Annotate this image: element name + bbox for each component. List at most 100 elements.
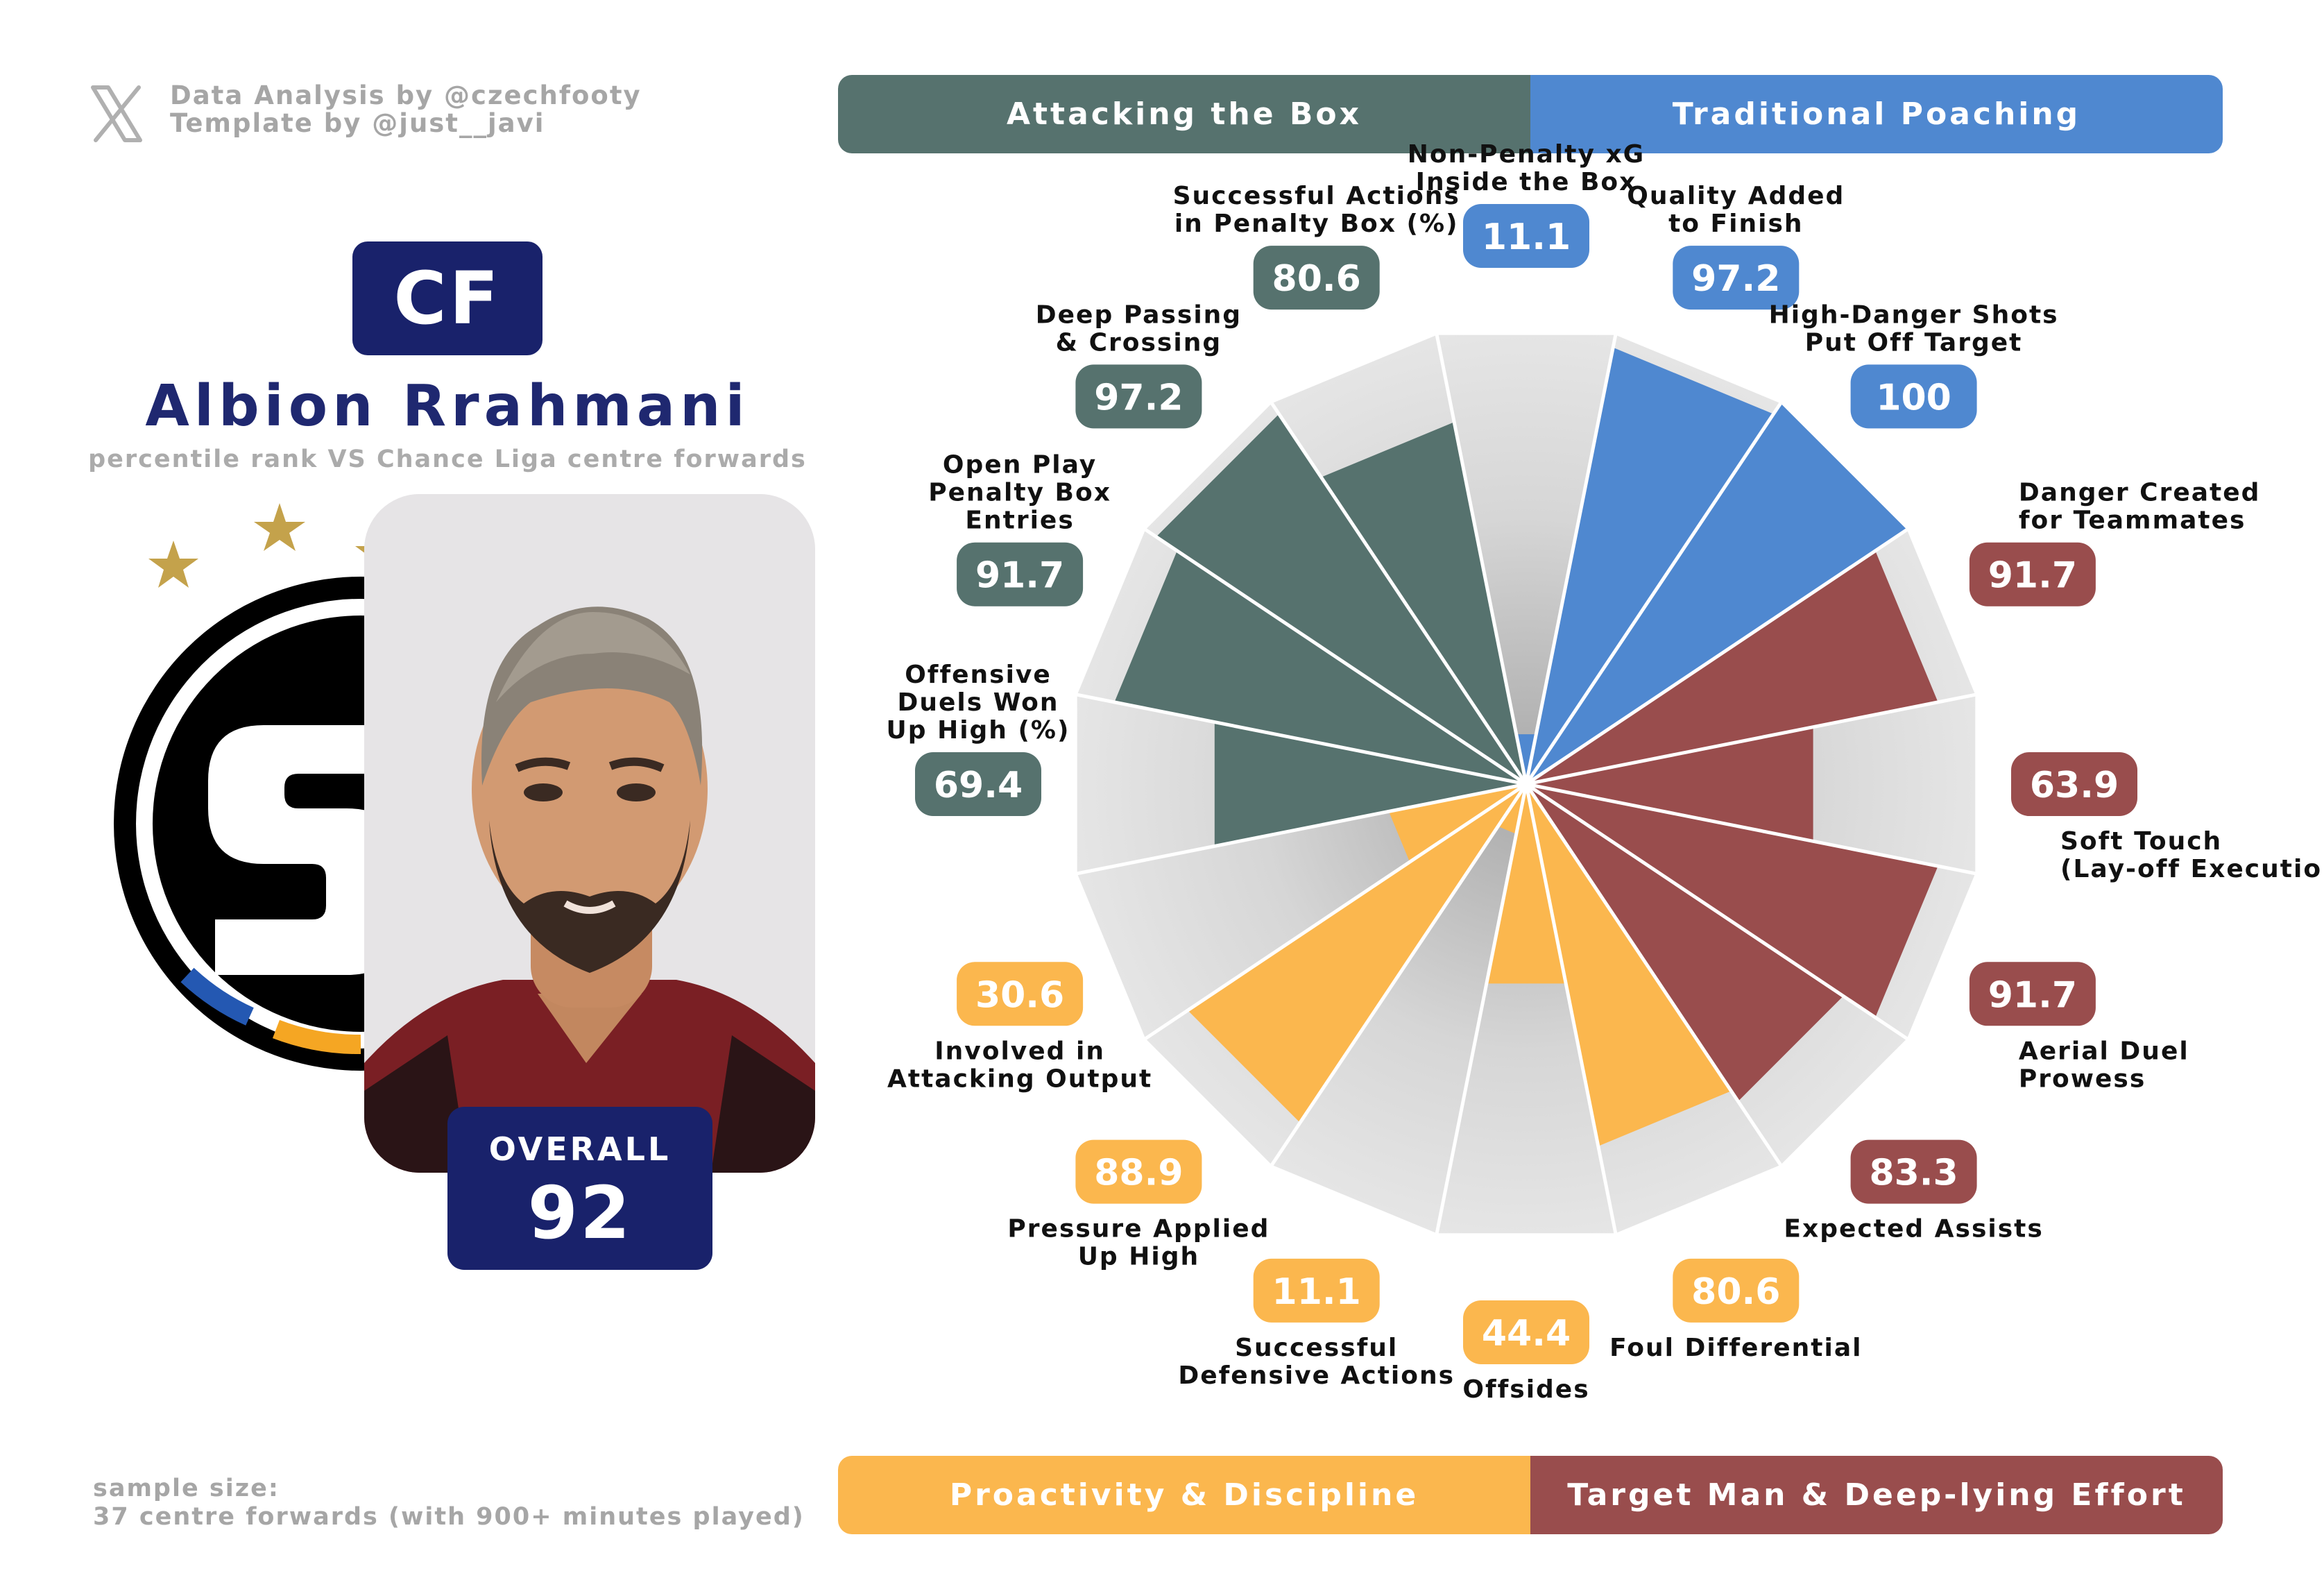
label-expected-assists: Expected Assists <box>1784 1215 2043 1243</box>
category-banner-target-man: Target Man & Deep-lying Effort <box>1530 1456 2223 1534</box>
overall-value: 92 <box>527 1171 633 1255</box>
metric-label-high-danger-shots-put-off-target: 100 High-Danger Shots Put Off Target <box>1769 300 2059 429</box>
metric-label-non-penalty-xg-inside-the-box: 11.1 Non-Penalty xG Inside the Box <box>1408 140 1645 268</box>
metric-label-involved-in-attacking-output: 30.6 Involved in Attacking Output <box>887 962 1152 1093</box>
metric-label-pressure-applied-up-high: 88.9 Pressure Applied Up High <box>1007 1139 1270 1271</box>
value-foul-differential: 80.6 <box>1691 1271 1780 1313</box>
label-high-danger-shots-put-off-target: High-Danger Shots Put Off Target <box>1769 300 2059 357</box>
overall-label: OVERALL <box>488 1130 672 1168</box>
metric-label-aerial-duel-prowess: 91.7 Aerial Duel Prowess <box>1969 962 2189 1093</box>
value-pill-offsides <box>1463 1300 1589 1364</box>
sample-size-note: sample size: 37 centre forwards (with 90… <box>93 1475 805 1531</box>
value-danger-created-for-teammates: 91.7 <box>1988 555 2077 597</box>
bar-expected-assists <box>1526 784 1844 1102</box>
value-successful-defensive-actions: 11.1 <box>1272 1271 1361 1313</box>
value-deep-passing-crossing: 97.2 <box>1094 377 1183 418</box>
value-pill-non-penalty-xg-inside-the-box <box>1463 204 1589 268</box>
bar-open-play-penalty-box-entries <box>1114 550 1526 784</box>
sample-size-label: sample size: <box>93 1475 280 1502</box>
metric-label-deep-passing-crossing: 97.2 Deep Passing & Crossing <box>1036 300 1242 429</box>
value-expected-assists: 83.3 <box>1869 1153 1958 1194</box>
bar-pressure-applied-up-high <box>1188 784 1526 1123</box>
label-foul-differential: Foul Differential <box>1609 1334 1862 1362</box>
category-banner-proactivity: Proactivity & Discipline <box>838 1456 1530 1534</box>
metric-label-expected-assists: 83.3 Expected Assists <box>1784 1139 2043 1243</box>
metric-label-soft-touch-lay-off-execution: 63.9 Soft Touch(Lay-off Execution) <box>2011 752 2324 883</box>
label-danger-created-for-teammates: Danger Created for Teammates <box>2019 479 2261 535</box>
bar-involved-in-attacking-output <box>1388 784 1526 863</box>
bar-soft-touch-lay-off-execution <box>1526 727 1813 842</box>
credits-template: Template by @just__javi <box>170 108 545 138</box>
value-pill-foul-differential <box>1673 1258 1800 1323</box>
value-soft-touch-lay-off-execution: 63.9 <box>2030 765 2119 806</box>
value-pill-expected-assists <box>1850 1139 1977 1204</box>
radar-bg-segment <box>1437 784 1616 1234</box>
radar-bg-segment <box>1437 334 1616 784</box>
bar-aerial-duel-prowess <box>1526 784 1938 1018</box>
label-quality-added-to-finish: Quality Added to Finish <box>1627 182 1845 238</box>
value-pressure-applied-up-high: 88.9 <box>1094 1153 1183 1194</box>
label-offsides: Offsides <box>1462 1375 1589 1404</box>
radar-bg-segment <box>1272 784 1526 1234</box>
label-pressure-applied-up-high: Pressure Applied Up High <box>1007 1215 1270 1271</box>
value-pill-open-play-penalty-box-entries <box>957 542 1084 606</box>
bar-high-danger-shots-put-off-target <box>1526 403 1907 784</box>
credits-analysis: Data Analysis by @czechfooty <box>170 80 642 110</box>
category-banner-attacking: Attacking the Box <box>838 75 1530 153</box>
comparison-subtitle: percentile rank VS Chance Liga centre fo… <box>88 445 807 473</box>
metric-label-danger-created-for-teammates: 91.7 Danger Created for Teammates <box>1969 479 2261 606</box>
value-high-danger-shots-put-off-target: 100 <box>1876 377 1951 418</box>
position-badge: CF <box>352 241 542 355</box>
value-non-penalty-xg-inside-the-box: 11.1 <box>1482 217 1571 258</box>
bar-danger-created-for-teammates <box>1526 550 1938 784</box>
value-pill-offensive-duels-won-up-high <box>915 752 1041 816</box>
value-pill-high-danger-shots-put-off-target <box>1850 364 1977 429</box>
bar-deep-passing-crossing <box>1156 414 1526 784</box>
label-aerial-duel-prowess: Aerial Duel Prowess <box>2019 1037 2189 1093</box>
metric-label-successful-defensive-actions: 11.1 Successful Defensive Actions <box>1178 1258 1455 1390</box>
value-successful-actions-in-penalty-box: 80.6 <box>1272 258 1361 300</box>
label-successful-defensive-actions: Successful Defensive Actions <box>1178 1334 1455 1390</box>
bar-non-penalty-xg-inside-the-box <box>1516 734 1537 784</box>
value-pill-soft-touch-lay-off-execution <box>2011 752 2137 816</box>
value-pill-pressure-applied-up-high <box>1075 1139 1202 1204</box>
sample-size-detail: 37 centre forwards (with 900+ minutes pl… <box>93 1503 805 1531</box>
metric-label-foul-differential: 80.6 Foul Differential <box>1609 1258 1862 1362</box>
bar-successful-actions-in-penalty-box <box>1321 422 1526 784</box>
label-soft-touch-lay-off-execution: Soft Touch(Lay-off Execution) <box>2060 827 2324 883</box>
label-non-penalty-xg-inside-the-box: Non-Penalty xG Inside the Box <box>1408 140 1645 196</box>
label-involved-in-attacking-output: Involved in Attacking Output <box>887 1037 1152 1093</box>
value-pill-successful-defensive-actions <box>1253 1258 1380 1323</box>
value-offensive-duels-won-up-high: 69.4 <box>934 765 1023 806</box>
bar-quality-added-to-finish <box>1526 347 1774 784</box>
bar-offensive-duels-won-up-high <box>1214 722 1526 847</box>
label-open-play-penalty-box-entries: Open Play Penalty Box Entries <box>928 451 1111 535</box>
value-pill-involved-in-attacking-output <box>957 962 1084 1026</box>
metric-label-successful-actions-in-penalty-box: 80.6 Successful Actions in Penalty Box (%) <box>1173 182 1460 310</box>
metric-label-offsides: 44.4 Offsides <box>1462 1300 1589 1404</box>
metric-label-open-play-penalty-box-entries: 91.7 Open Play Penalty Box Entries <box>928 451 1111 606</box>
value-offsides: 44.4 <box>1482 1313 1571 1355</box>
bar-offsides <box>1486 784 1566 984</box>
label-deep-passing-crossing: Deep Passing & Crossing <box>1036 300 1242 357</box>
value-quality-added-to-finish: 97.2 <box>1691 258 1780 300</box>
value-pill-quality-added-to-finish <box>1673 246 1800 310</box>
value-open-play-penalty-box-entries: 91.7 <box>975 555 1064 597</box>
value-aerial-duel-prowess: 91.7 <box>1988 974 2077 1016</box>
club-crest-logo <box>114 503 416 1071</box>
label-successful-actions-in-penalty-box: Successful Actions in Penalty Box (%) <box>1173 182 1460 238</box>
player-name: Albion Rrahmani <box>145 373 750 439</box>
value-pill-aerial-duel-prowess <box>1969 962 2096 1026</box>
value-pill-deep-passing-crossing <box>1075 364 1202 429</box>
metric-label-offensive-duels-won-up-high: 69.4 Offensive Duels Won Up High (%) <box>887 661 1068 816</box>
value-involved-in-attacking-output: 30.6 <box>975 974 1064 1016</box>
overall-score-badge: OVERALL 92 <box>447 1107 712 1270</box>
credits: Data Analysis by @czechfooty Template by… <box>170 82 642 137</box>
value-pill-successful-actions-in-penalty-box <box>1253 246 1380 310</box>
player-photo <box>364 494 815 1173</box>
value-pill-danger-created-for-teammates <box>1969 542 2096 606</box>
category-banner-poaching: Traditional Poaching <box>1530 75 2223 153</box>
bar-foul-differential <box>1526 784 1732 1146</box>
metric-label-quality-added-to-finish: 97.2 Quality Added to Finish <box>1627 182 1845 310</box>
